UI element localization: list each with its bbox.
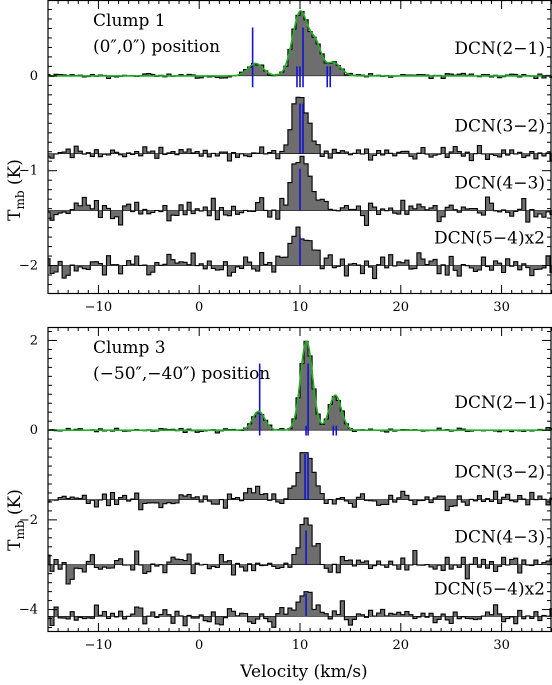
x-tick-label: 30: [493, 638, 510, 653]
series-dcn-3-2-: [48, 452, 552, 512]
plot-area: [48, 10, 552, 280]
series-dcn-5-4-x2: [48, 591, 552, 628]
y-axis-title-sub: mb: [13, 190, 27, 209]
series-dcn-3-2-: [48, 96, 552, 162]
spectrum-histogram: [48, 96, 552, 162]
y-axis-title-unit: (K): [5, 159, 25, 190]
y-axis-title-bottom: Tmb (K): [5, 489, 27, 551]
y-tick-label: −1: [19, 164, 38, 179]
panel-title: Clump 3: [93, 338, 166, 358]
x-tick-label: 0: [195, 300, 203, 315]
series-label: DCN(2−1): [454, 393, 545, 413]
panel-title: Clump 1: [93, 11, 166, 31]
y-axis-title-top: Tmb (K): [5, 159, 27, 221]
x-axis-title: Velocity (km/s): [239, 662, 367, 682]
series-label: DCN(4−3): [454, 174, 545, 194]
series-label: DCN(3−2): [454, 117, 545, 137]
series-dcn-4-3-: [48, 517, 552, 585]
y-tick-label: −2: [19, 259, 38, 274]
series-label: DCN(2−1): [454, 39, 545, 59]
plot-area: [48, 340, 552, 628]
spectrum-fill: [48, 452, 552, 511]
spectrum-fill: [48, 591, 552, 628]
spectrum-fill: [48, 11, 552, 79]
fit-curve: [48, 10, 552, 77]
x-tick-label: 10: [292, 300, 309, 315]
y-tick-label: −2: [19, 513, 38, 528]
x-tick-label: 10: [292, 638, 309, 653]
x-tick-label: −10: [85, 300, 112, 315]
x-tick-label: 30: [493, 300, 510, 315]
y-axis-title-unit: (K): [5, 489, 25, 520]
spectrum-histogram: [48, 591, 552, 628]
panel-position: (−50″,−40″) position: [93, 364, 270, 384]
spectrum-histogram: [48, 155, 552, 226]
series-dcn-5-4-x2: [48, 226, 552, 280]
y-tick-label: 0: [30, 423, 38, 438]
x-tick-label: 0: [195, 638, 203, 653]
x-tick-label: −10: [85, 638, 112, 653]
panel-position: (0″,0″) position: [93, 37, 220, 57]
series-dcn-2-1-: [48, 340, 552, 436]
x-tick-label: 20: [393, 300, 410, 315]
series-dcn-2-1-: [48, 10, 552, 88]
fit-curve: [48, 340, 552, 431]
spectrum-histogram: [48, 452, 552, 512]
series-dcn-4-3-: [48, 155, 552, 226]
y-tick-label: −4: [19, 603, 38, 618]
svg-text:Tmb (K): Tmb (K): [5, 489, 27, 551]
series-label: DCN(4−3): [454, 528, 545, 548]
series-label: DCN(5−4)x2: [434, 229, 545, 249]
panel-clump-1: DCN(2−1)DCN(3−2)DCN(4−3)DCN(5−4)x2−10 0 10…: [19, 0, 552, 315]
y-tick-label: 0: [30, 69, 38, 84]
series-label: DCN(5−4)x2: [434, 579, 545, 599]
y-axis-title-main: T: [5, 539, 25, 551]
x-tick-label: 20: [393, 638, 410, 653]
y-axis-title-main: T: [5, 209, 25, 221]
series-label: DCN(3−2): [454, 463, 545, 483]
y-tick-label: 2: [30, 333, 38, 348]
spectrum-histogram: [48, 517, 552, 585]
svg-text:Tmb (K): Tmb (K): [5, 159, 27, 221]
panel-clump-3: DCN(2−1) DCN(3−2) DCN(4−3) DCN(5−4)x2 −10 0 10…: [19, 326, 552, 653]
spectrum-histogram: [48, 226, 552, 280]
y-axis-title-sub: mb: [13, 520, 27, 539]
spectrum-fill: [48, 518, 552, 584]
